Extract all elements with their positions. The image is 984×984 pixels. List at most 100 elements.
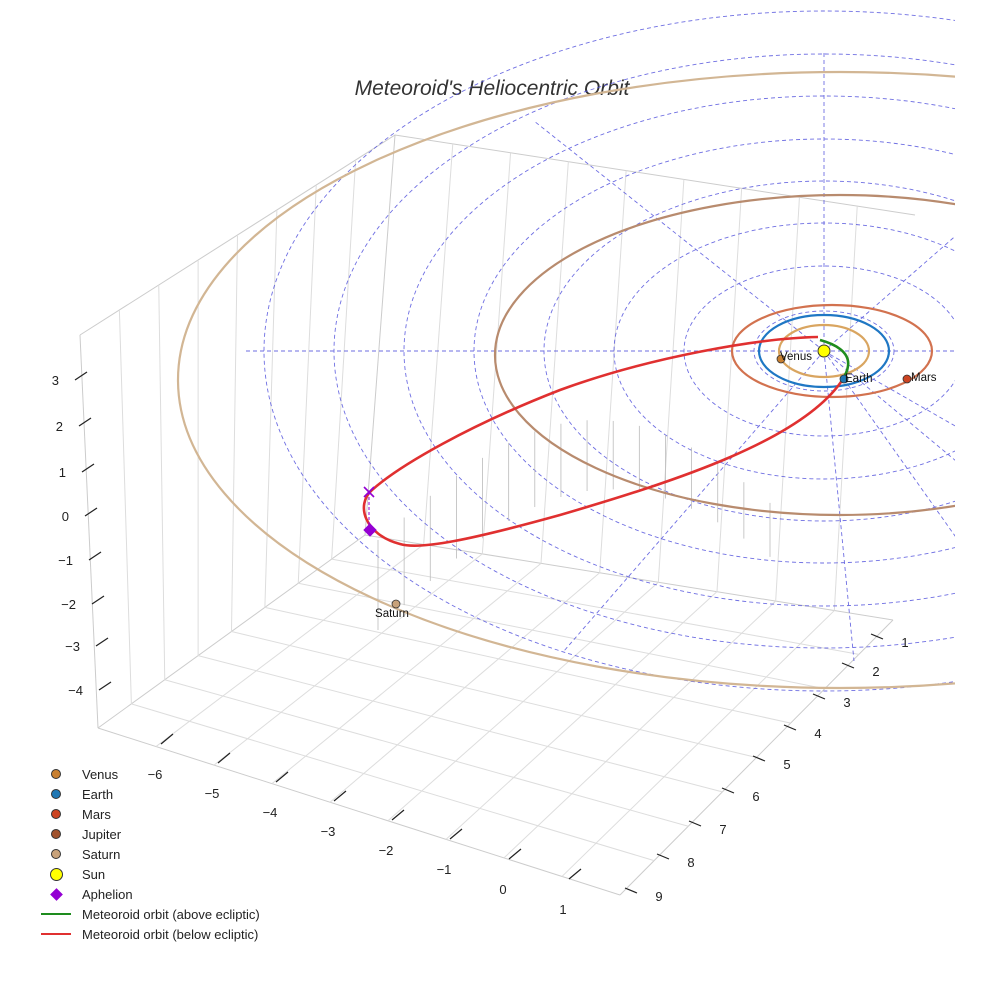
y-tick-label: −2 <box>379 843 394 858</box>
ecliptic-spoke <box>823 350 955 537</box>
x-tick-mark <box>656 853 670 860</box>
y-tick-label: 0 <box>499 882 506 897</box>
mars-marker <box>902 374 912 384</box>
legend-item: Saturn <box>38 844 260 864</box>
z-axis: 3 2 1 0 −1 −2 −3 −4 <box>52 371 112 698</box>
legend-item: Aphelion <box>38 884 260 904</box>
legend-symbol <box>38 844 74 864</box>
floor-gridline <box>131 703 655 862</box>
z-tick-label: −2 <box>61 597 76 612</box>
saturn-label: Saturn <box>375 608 409 620</box>
y-tick-mark <box>275 771 289 783</box>
y-tick-mark <box>449 828 463 840</box>
wall-gridline <box>775 197 800 602</box>
z-tick-label: 2 <box>56 419 63 434</box>
ecliptic-grid <box>244 10 955 692</box>
wall-gridline <box>231 234 238 632</box>
legend-label: Sun <box>82 866 106 882</box>
floor-gridline <box>298 582 825 690</box>
x-tick-mark <box>841 662 855 669</box>
legend-item: Sun <box>38 864 260 884</box>
box-back-left-edge <box>79 134 916 336</box>
mars-orbit <box>730 303 934 399</box>
wall-gridline <box>118 309 132 704</box>
ecliptic-spoke <box>533 120 825 352</box>
aphelion-marker <box>363 523 377 537</box>
y-tick-label: −4 <box>263 805 278 820</box>
y-tick-label: 1 <box>559 902 566 917</box>
floor-gridline <box>164 679 689 827</box>
legend-symbol <box>38 904 74 924</box>
z-tick-label: 3 <box>52 373 59 388</box>
x-tick-mark <box>752 755 766 762</box>
venus-orbit <box>777 323 871 379</box>
x-tick-mark <box>721 787 735 794</box>
legend-label: Venus <box>82 766 119 782</box>
mars-label: Mars <box>911 372 937 384</box>
legend-dot <box>51 769 61 779</box>
x-tick-mark <box>688 820 702 827</box>
jupiter-orbit <box>494 193 955 517</box>
x-tick-label: 5 <box>783 757 790 772</box>
wall-gridline <box>833 206 858 611</box>
wall-gridline <box>540 161 569 564</box>
floor-gridline <box>231 631 757 758</box>
wall-gridline <box>158 284 166 680</box>
wall-gridline <box>481 152 512 554</box>
bodies-layer: Venus Earth Mars Saturn <box>363 344 937 620</box>
y-tick-label: −1 <box>437 862 452 877</box>
legend-dot <box>51 849 61 859</box>
chart-title: Meteoroid's Heliocentric Orbit <box>355 77 631 100</box>
earth-marker <box>839 374 849 384</box>
z-tick-mark <box>74 371 88 381</box>
y-tick-label: −6 <box>148 767 163 782</box>
x-tick-mark <box>870 633 884 640</box>
legend-diamond <box>49 887 63 901</box>
z-tick-mark <box>88 551 102 561</box>
x-tick-mark <box>624 887 638 894</box>
legend-item: Jupiter <box>38 824 260 844</box>
legend-item: Venus <box>38 764 260 784</box>
x-tick-label: 6 <box>752 789 759 804</box>
legend-label: Saturn <box>82 846 121 862</box>
saturn-orbit <box>177 70 955 690</box>
legend-label: Meteoroid orbit (above ecliptic) <box>82 906 260 922</box>
aphelion-projection-marker <box>363 486 375 498</box>
box-floor-front <box>97 727 621 896</box>
sun-marker <box>817 344 831 358</box>
z-tick-label: −1 <box>58 553 73 568</box>
x-tick-label: 1 <box>901 635 908 650</box>
legend-label: Mars <box>82 806 111 822</box>
legend-label: Jupiter <box>82 826 122 842</box>
legend-item: Mars <box>38 804 260 824</box>
legend-dot <box>51 789 61 799</box>
x-axis: 1 2 3 4 5 6 7 8 9 <box>624 633 909 904</box>
x-tick-mark <box>783 724 797 731</box>
z-tick-mark <box>91 595 105 605</box>
legend-label: Meteoroid orbit (below ecliptic) <box>82 926 259 942</box>
legend-line <box>41 933 71 935</box>
legend-dot <box>51 809 61 819</box>
legend-symbol <box>38 924 74 944</box>
legend: Venus Earth Mars Jupiter Saturn Sun Aphelion Me… <box>38 764 260 944</box>
y-axis: −6 −5 −4 −3 −2 −1 0 1 <box>148 733 582 917</box>
saturn-marker <box>391 599 401 609</box>
y-tick-label: −3 <box>321 824 336 839</box>
wall-gridline <box>264 209 278 608</box>
legend-item: Earth <box>38 784 260 804</box>
legend-symbol <box>38 784 74 804</box>
wall-gridline <box>331 159 357 560</box>
floor-gridline <box>264 606 791 724</box>
y-tick-mark <box>160 733 174 745</box>
legend-label: Aphelion <box>82 886 133 902</box>
legend-symbol <box>38 824 74 844</box>
legend-symbol <box>38 864 74 884</box>
venus-label: Venus <box>780 351 812 363</box>
ecliptic-ring <box>263 10 955 692</box>
earth-label: Earth <box>845 373 873 385</box>
z-tick-mark <box>78 417 92 427</box>
floor-gridline <box>197 655 723 793</box>
legend-item: Meteoroid orbit (above ecliptic) <box>38 904 260 924</box>
x-tick-label: 7 <box>719 822 726 837</box>
